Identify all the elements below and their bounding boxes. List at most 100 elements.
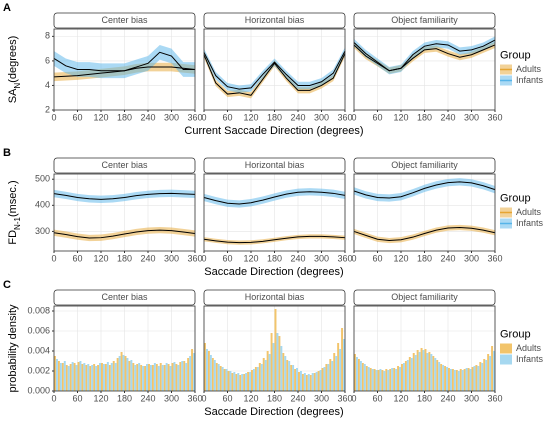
x-tick-label: 120 <box>393 253 408 263</box>
trend-line <box>353 39 496 72</box>
histogram-bar <box>112 361 115 391</box>
x-tick-label: 60 <box>72 393 82 403</box>
histogram-bar <box>359 361 362 391</box>
histogram-bar <box>120 352 123 391</box>
strip <box>53 157 196 174</box>
histogram-bar <box>55 359 58 391</box>
histogram-bar <box>239 375 242 391</box>
facet-title: Horizontal bias <box>245 15 305 25</box>
x-tick-label: 180 <box>117 253 132 263</box>
trend-line <box>53 51 195 72</box>
x-axis-label: Current Saccade Direction (degrees) <box>184 125 363 137</box>
histogram-bar <box>373 369 376 391</box>
y-axis-label-part: (degrees) <box>7 36 19 83</box>
x-tick-label: 120 <box>393 112 408 122</box>
x-tick-label: 120 <box>93 112 108 122</box>
histogram-bar <box>217 364 220 391</box>
histogram-bar <box>91 365 94 391</box>
x-tick-label: 60 <box>372 112 382 122</box>
histogram-bar <box>87 364 90 391</box>
x-tick-label: 300 <box>164 253 179 263</box>
histogram-bar <box>268 354 271 391</box>
y-axis-label: probability density <box>7 304 19 393</box>
histogram-bar <box>144 366 147 391</box>
histogram-bar <box>438 362 441 391</box>
x-tick-label: 0 <box>201 112 206 122</box>
histogram-bar <box>399 367 401 391</box>
histogram-bar <box>213 360 216 391</box>
histogram-bar <box>73 363 76 391</box>
histogram-bar <box>130 360 133 391</box>
histogram-bar <box>410 358 413 391</box>
histogram-bar <box>341 328 344 391</box>
x-tick-label: 300 <box>464 112 479 122</box>
histogram-bar <box>146 364 148 391</box>
histogram-bar <box>148 364 150 391</box>
legend-title: Group <box>500 49 531 61</box>
x-tick-label: 360 <box>337 112 352 122</box>
x-tick-label: 0 <box>51 253 56 263</box>
histogram-bar <box>272 343 275 391</box>
histogram-bar <box>485 360 488 391</box>
histogram-bar <box>467 368 470 391</box>
histogram-bar <box>469 369 472 391</box>
x-tick-label: 180 <box>267 253 282 263</box>
histogram-bar <box>81 364 84 391</box>
histogram-bar <box>252 369 255 391</box>
legend-title: Group <box>500 192 531 204</box>
histogram-bar <box>274 309 277 391</box>
histogram-bar <box>375 370 378 391</box>
histogram-bar <box>296 368 298 391</box>
histogram-bar <box>211 358 214 391</box>
x-tick-label: 180 <box>417 253 432 263</box>
histogram-bar <box>335 356 338 391</box>
histogram-bar <box>323 367 326 391</box>
histogram-bar <box>311 373 314 391</box>
histogram-bar <box>221 367 224 391</box>
histogram-bar <box>401 364 403 391</box>
x-tick-label: 120 <box>243 253 258 263</box>
x-tick-label: 240 <box>290 112 305 122</box>
histogram-bar <box>327 364 330 391</box>
legend-label: Adults <box>516 207 542 217</box>
x-tick-label: 360 <box>187 253 202 263</box>
histogram-bar <box>303 373 306 391</box>
x-tick-label: 120 <box>93 253 108 263</box>
histogram-bar <box>288 361 291 391</box>
histogram-bar <box>377 370 380 391</box>
x-tick-label: 240 <box>140 112 155 122</box>
histogram-bar <box>404 361 407 391</box>
histogram-bar <box>207 351 210 391</box>
histogram-bar <box>491 346 494 391</box>
histogram-bar <box>440 364 443 391</box>
histogram-bar <box>132 363 135 391</box>
legend-key <box>500 343 512 354</box>
histogram-bar <box>116 358 119 391</box>
histogram-bar <box>77 362 80 391</box>
histogram-bar <box>379 369 382 391</box>
y-axis-label: SAN(degrees) <box>7 36 22 104</box>
x-tick-label: 360 <box>487 393 502 403</box>
x-tick-label: 240 <box>290 393 305 403</box>
x-axis-label: Saccade Direction (degrees) <box>204 266 343 278</box>
legend-key <box>500 354 512 365</box>
histogram-bar <box>104 364 107 391</box>
y-axis-label: FDN-1(msec.) <box>7 180 22 244</box>
legend-label: Adults <box>516 64 542 74</box>
x-tick-label: 300 <box>314 393 329 403</box>
panel-border <box>53 173 196 252</box>
histogram-bar <box>422 350 425 391</box>
histogram-bar <box>151 365 154 391</box>
trend-line <box>353 44 496 72</box>
histogram-bar <box>389 369 392 391</box>
histogram-bar <box>444 366 447 391</box>
histogram-bar <box>453 370 456 391</box>
histogram-bar <box>134 365 137 391</box>
histogram-bar <box>155 364 158 391</box>
histogram-bar <box>264 360 267 391</box>
histogram-bar <box>153 363 156 391</box>
histogram-bar <box>489 356 492 391</box>
histogram-bar <box>301 374 304 391</box>
histogram-bar <box>108 365 111 391</box>
histogram-bar <box>329 359 332 391</box>
